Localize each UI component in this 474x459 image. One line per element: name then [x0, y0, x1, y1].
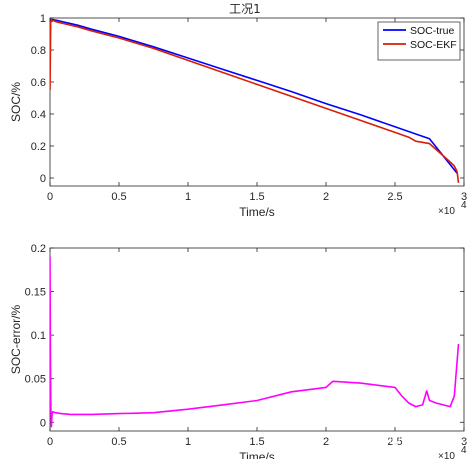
x-tick-label: 0: [47, 436, 53, 448]
y-tick-label: 0: [40, 417, 46, 429]
series-line-soc-true: [50, 18, 458, 174]
x-axis-exponent: ×10: [438, 206, 455, 217]
x-tick-label: 1: [185, 436, 191, 448]
x-tick-label: 0.5: [111, 436, 126, 448]
y-tick-label: 0.1: [31, 330, 46, 342]
x-tick-label: 1.5: [249, 436, 264, 448]
x-tick-label: 2.5: [387, 191, 402, 203]
x-tick-label: 2: [323, 191, 329, 203]
chart-title: 工况1: [229, 2, 261, 16]
x-axis-exponent-power: 4: [461, 200, 467, 211]
y-tick-label: 0.05: [25, 374, 46, 386]
watermark: 知乎 @BMS数据论北: [361, 431, 474, 446]
soc-error-chart: 0 0.5 1 1.5 2 2.5 3 0 0.05 0.1 0.15 0.2 Time/s SOC-er…: [9, 243, 467, 459]
legend-label: SOC-EKF: [410, 39, 457, 51]
x-axis-label: Time/s: [239, 205, 275, 219]
x-axis-label: Time/s: [239, 450, 275, 459]
x-axis-exponent: ×10: [438, 451, 455, 459]
plot-area: [49, 247, 465, 432]
series-line-error: [50, 256, 460, 428]
y-tick-label: 0.6: [31, 77, 46, 89]
x-tick-label: 3: [461, 436, 467, 448]
legend-box: [377, 21, 461, 61]
y-axis-label: SOC-error/%: [9, 305, 23, 375]
x-tick-label: 1: [185, 191, 191, 203]
x-tick-label: 0.5: [111, 191, 126, 203]
x-tick-label: 0: [47, 191, 53, 203]
x-tick-label: 2.5: [387, 436, 402, 448]
x-axis-exponent-power: 4: [461, 445, 467, 456]
y-tick-label: 0.2: [31, 141, 46, 153]
legend: SOC-true SOC-EKF: [377, 21, 461, 61]
x-tick-label: 2: [323, 436, 329, 448]
series-line-soc-ekf: [50, 18, 460, 183]
y-tick-label: 0.15: [25, 287, 46, 299]
x-tick-label: 3: [461, 191, 467, 203]
y-tick-label: 0.8: [31, 45, 46, 57]
x-tick-label: 1.5: [249, 191, 264, 203]
y-axis-label: SOC/%: [9, 82, 23, 122]
y-tick-label: 0: [40, 173, 46, 185]
soc-chart: 工况1 0 0.5 1 1.5 2 2.5 3 0 0.2 0.4 0.6 0.8 1 Time/s SOC…: [9, 2, 467, 219]
y-tick-label: 0.2: [31, 243, 46, 255]
y-tick-label: 0.4: [31, 109, 46, 121]
legend-label: SOC-true: [410, 25, 455, 37]
y-tick-label: 1: [40, 13, 46, 25]
